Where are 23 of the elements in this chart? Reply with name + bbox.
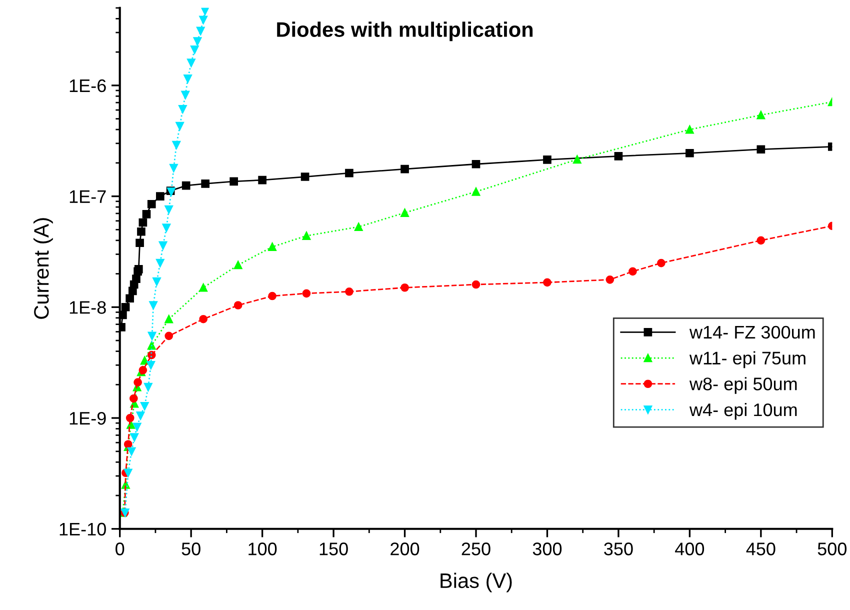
- x-tick-label: 350: [604, 542, 633, 556]
- x-tick-label: 500: [818, 542, 847, 556]
- x-tick-label: 50: [182, 542, 200, 556]
- x-tick-label: 250: [462, 542, 490, 556]
- y-tick-label: 1E-8: [70, 301, 106, 314]
- x-tick-label: 300: [532, 542, 562, 556]
- y-tick-label: 1E-7: [70, 190, 106, 203]
- y-tick-label: 1E-6: [70, 79, 106, 92]
- x-tick-label: 450: [746, 542, 776, 556]
- y-axis-title: Current (A): [34, 218, 53, 319]
- x-tick-label: 100: [248, 542, 277, 556]
- legend-label: w14- FZ 300um: [689, 326, 815, 339]
- x-tick-label: 0: [116, 542, 124, 556]
- legend-label: w4- epi 10um: [689, 402, 797, 420]
- y-tick-label: 1E-10: [60, 522, 106, 536]
- x-tick-label: 150: [320, 542, 348, 556]
- x-tick-label: 200: [390, 542, 420, 556]
- x-tick-label: 400: [675, 542, 704, 556]
- y-tick-label: 1E-9: [70, 412, 106, 425]
- legend-label: w11- epi 75um: [689, 351, 806, 368]
- x-axis-title: Bias (V): [440, 572, 512, 592]
- text: Diodes with multiplication: [277, 22, 533, 42]
- legend-label: w8- epi 50um: [689, 377, 797, 394]
